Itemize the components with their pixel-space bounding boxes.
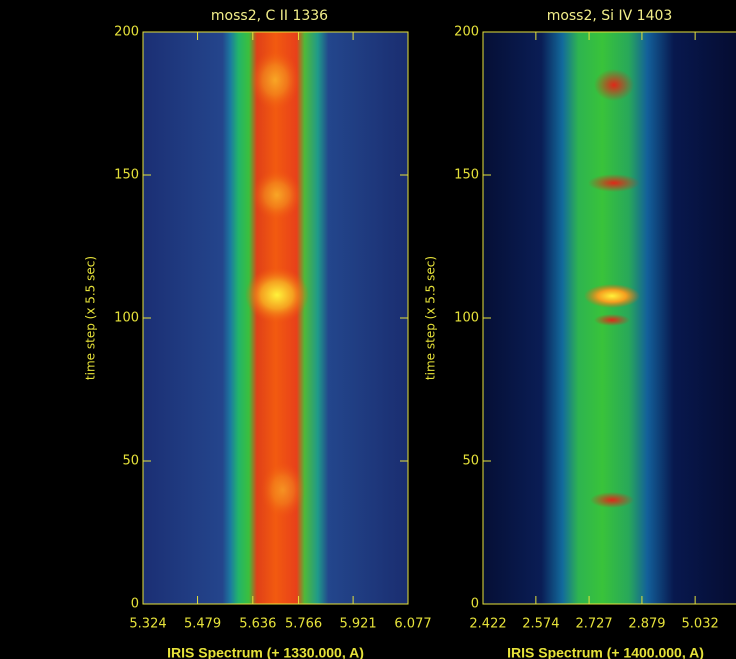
y-tick-label: 50: [122, 454, 139, 469]
x-tick-label: 2.727: [575, 617, 612, 632]
x-tick-label: 2.879: [628, 617, 665, 632]
y-tick-label: 0: [471, 597, 479, 612]
x-tick-label: 2.574: [522, 617, 559, 632]
y-tick-label: 200: [454, 25, 479, 40]
chart-title: moss2, C II 1336: [211, 8, 328, 24]
x-tick-label: 5.921: [339, 617, 376, 632]
x-axis-label: IRIS Spectrum (+ 1330.000, A): [167, 645, 364, 659]
y-tick-label: 200: [114, 25, 139, 40]
y-tick-label: 50: [462, 454, 479, 469]
heatmap-image-2: [483, 32, 736, 604]
x-tick-label: 5.766: [285, 617, 322, 632]
x-tick-label: 2.422: [469, 617, 506, 632]
heatmap-image-1: [143, 32, 408, 604]
x-tick-label: 5.636: [239, 617, 276, 632]
y-axis-label: time step (x 5.5 sec): [424, 256, 438, 380]
y-tick-label: 150: [454, 168, 479, 183]
x-tick-label: 6.077: [394, 617, 431, 632]
x-tick-label: 5.324: [129, 617, 166, 632]
y-tick-label: 0: [131, 597, 139, 612]
y-axis-label: time step (x 5.5 sec): [84, 256, 98, 380]
x-tick-label: 5.032: [682, 617, 719, 632]
y-tick-label: 100: [454, 311, 479, 326]
y-tick-label: 150: [114, 168, 139, 183]
x-tick-label: 5.479: [184, 617, 221, 632]
y-tick-label: 100: [114, 311, 139, 326]
chart-title: moss2, Si IV 1403: [547, 8, 673, 24]
x-axis-label: IRIS Spectrum (+ 1400.000, A): [507, 645, 704, 659]
